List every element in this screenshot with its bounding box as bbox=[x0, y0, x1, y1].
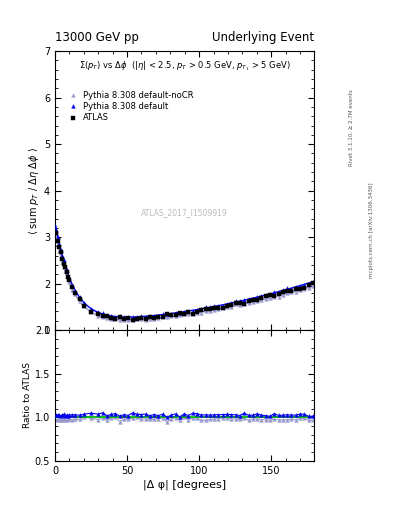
Y-axis label: $\langle$ sum $p_T$ / $\Delta\eta$ $\Delta\phi$ $\rangle$: $\langle$ sum $p_T$ / $\Delta\eta$ $\Del… bbox=[27, 146, 41, 234]
Pythia 8.308 default-noCR bbox=[61, 264, 66, 270]
Line: Pythia 8.308 default: Pythia 8.308 default bbox=[55, 228, 315, 319]
ATLAS bbox=[61, 261, 66, 267]
Pythia 8.308 default bbox=[255, 293, 259, 300]
Line: ATLAS: ATLAS bbox=[54, 231, 315, 322]
Pythia 8.308 default-noCR bbox=[130, 317, 135, 323]
ATLAS bbox=[294, 286, 298, 292]
Legend: Pythia 8.308 default-noCR, Pythia 8.308 default, ATLAS: Pythia 8.308 default-noCR, Pythia 8.308 … bbox=[64, 88, 196, 126]
Text: $\Sigma(p_T)$ vs $\Delta\phi$  ($|\eta|$ < 2.5, $p_T$ > 0.5 GeV, $p_{T_1}$ > 5 G: $\Sigma(p_T)$ vs $\Delta\phi$ ($|\eta|$ … bbox=[79, 59, 290, 73]
Pythia 8.308 default-noCR bbox=[54, 234, 59, 241]
Pythia 8.308 default-noCR bbox=[310, 283, 315, 289]
Pythia 8.308 default-noCR bbox=[294, 289, 298, 295]
ATLAS bbox=[255, 296, 259, 303]
ATLAS bbox=[156, 314, 161, 320]
Pythia 8.308 default bbox=[118, 313, 122, 319]
Pythia 8.308 default bbox=[54, 227, 59, 233]
Text: Rivet 3.1.10, ≥ 2.7M events: Rivet 3.1.10, ≥ 2.7M events bbox=[349, 90, 354, 166]
Text: 13000 GeV pp: 13000 GeV pp bbox=[55, 31, 139, 44]
Pythia 8.308 default-noCR bbox=[255, 298, 259, 304]
Pythia 8.308 default bbox=[156, 313, 161, 319]
X-axis label: |Δ φ| [degrees]: |Δ φ| [degrees] bbox=[143, 480, 226, 490]
ATLAS bbox=[54, 230, 59, 236]
Line: Pythia 8.308 default-noCR: Pythia 8.308 default-noCR bbox=[55, 236, 315, 322]
Y-axis label: Ratio to ATLAS: Ratio to ATLAS bbox=[23, 362, 32, 429]
Pythia 8.308 default bbox=[310, 279, 315, 285]
Pythia 8.308 default-noCR bbox=[100, 314, 105, 320]
Pythia 8.308 default bbox=[294, 284, 298, 290]
Pythia 8.308 default-noCR bbox=[118, 317, 122, 323]
Pythia 8.308 default-noCR bbox=[156, 315, 161, 321]
Text: ATLAS_2017_I1509919: ATLAS_2017_I1509919 bbox=[141, 208, 228, 218]
ATLAS bbox=[100, 313, 105, 319]
ATLAS bbox=[118, 314, 122, 320]
Text: Underlying Event: Underlying Event bbox=[212, 31, 314, 44]
Pythia 8.308 default bbox=[100, 310, 105, 316]
ATLAS bbox=[310, 280, 315, 286]
ATLAS bbox=[130, 316, 135, 323]
Pythia 8.308 default bbox=[61, 257, 66, 263]
Text: mcplots.cern.ch [arXiv:1306.3436]: mcplots.cern.ch [arXiv:1306.3436] bbox=[369, 183, 374, 278]
Pythia 8.308 default bbox=[126, 314, 131, 321]
